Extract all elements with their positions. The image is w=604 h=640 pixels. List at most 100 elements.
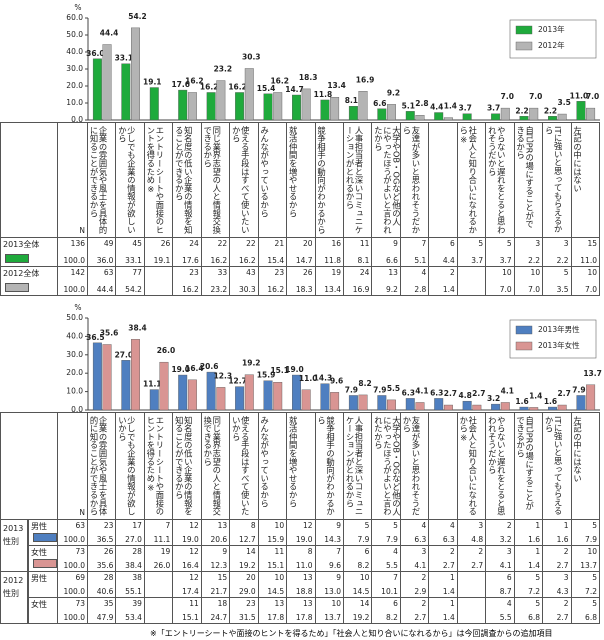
value-label: 13.7 <box>583 369 602 378</box>
count: 7 <box>421 239 427 248</box>
count: 3 <box>563 239 569 248</box>
data-cell: 5 7.2 <box>571 572 600 598</box>
count: 5 <box>478 239 484 248</box>
category-label: エントリーシートや面接のヒントを得るため※ <box>145 416 165 516</box>
value-label: 14.3 <box>314 374 333 383</box>
value-label: 35.6 <box>100 328 119 337</box>
value-label: 1.6 <box>544 397 557 406</box>
bar <box>330 392 340 411</box>
count: 3 <box>421 547 427 556</box>
row-swatch <box>33 559 57 568</box>
data-cell: 5 7.2 <box>514 572 544 598</box>
value-label: 16.2 <box>228 82 247 91</box>
category-header: ITに強いと思ってもらえるから <box>543 412 572 520</box>
data-cell <box>144 267 174 296</box>
data-cell <box>457 267 487 296</box>
data-cell: 12 19.0 <box>173 520 202 546</box>
percent: 14.3 <box>324 535 341 544</box>
percent: 1.4 <box>442 285 455 294</box>
data-cell: 4 2.8 <box>400 267 430 296</box>
count: 13 <box>217 521 228 530</box>
percent: 13.0 <box>324 587 341 596</box>
category-header: 大学やOB・OGなど他の人にやったほうがよいと言われたから <box>372 122 401 238</box>
count: 5 <box>592 573 597 582</box>
data-cell: 26 18.3 <box>287 267 316 296</box>
bar <box>216 387 226 411</box>
value-label: 36.0 <box>86 49 105 58</box>
count: 5 <box>535 599 541 608</box>
value-label: 14.7 <box>285 85 304 94</box>
category-header: 左記の中にはない <box>571 122 600 238</box>
value-label: 23.2 <box>214 65 233 74</box>
row-swatch <box>5 283 29 292</box>
value-label: 16.9 <box>356 75 375 84</box>
category-label: 企業の雰囲気や風土を具体的に知ることができるから <box>89 126 108 234</box>
value-label: 16.2 <box>270 76 289 85</box>
percent: 14.5 <box>267 587 285 596</box>
row-label-cell: 男性 <box>28 572 58 598</box>
value-label: 18.3 <box>299 73 318 82</box>
count: 11 <box>189 599 199 608</box>
data-cell: 2 2.7 <box>543 546 572 572</box>
bar <box>519 406 529 411</box>
data-cell: 9 14.3 <box>315 520 344 546</box>
count: 2 <box>421 599 427 608</box>
value-label: 6.6 <box>373 99 386 108</box>
category-label: 競争相手の動向がわかるから <box>316 416 336 516</box>
percent: 35.6 <box>96 561 114 570</box>
category-header: みんながやっているから <box>258 122 288 238</box>
bar <box>586 107 596 121</box>
percent: 2.2 <box>556 256 569 265</box>
data-cell: 20 14.7 <box>287 238 316 267</box>
data-cell: 12 17.4 <box>173 572 202 598</box>
data-cell: 13 17.8 <box>287 598 316 624</box>
data-cell: 4 5.5 <box>372 546 401 572</box>
data-cell: 5 3.7 <box>486 238 515 267</box>
data-cell: 24 17.6 <box>173 238 202 267</box>
count: 14 <box>359 599 370 608</box>
category-header: 就活仲間を増やせるから <box>287 412 316 520</box>
y-tick-label: 0.0 <box>71 405 83 414</box>
percent: 7.2 <box>528 587 541 596</box>
y-tick-label: 10.0 <box>66 98 83 107</box>
count: 15 <box>217 573 228 582</box>
count: 26 <box>303 268 313 277</box>
data-cell: 12 16.4 <box>173 546 202 572</box>
data-cell: 11 15.1 <box>258 546 288 572</box>
value-label: 15.4 <box>257 84 276 93</box>
data-cell: 18 24.7 <box>201 598 231 624</box>
category-label: 使える手段はすべて使いたいから <box>231 416 251 516</box>
percent: 1.4 <box>528 561 541 570</box>
data-cell: 1 1.4 <box>514 546 544 572</box>
data-cell: 1 1.6 <box>514 520 544 546</box>
data-cell: 2 2.7 <box>429 546 458 572</box>
bar <box>131 339 140 411</box>
percent: 11.1 <box>153 535 171 544</box>
percent: 16.2 <box>267 285 285 294</box>
bar <box>273 382 283 411</box>
value-label: 2.7 <box>558 389 571 398</box>
count: 15 <box>587 239 597 248</box>
percent: 17.4 <box>182 587 199 596</box>
value-label: 17.6 <box>171 80 190 89</box>
bar <box>235 92 245 121</box>
category-header: 同じ業界志望の人と情報交換できるから <box>201 122 231 238</box>
bar <box>557 113 567 121</box>
percent: 100.0 <box>63 535 85 544</box>
count: 16 <box>331 239 341 248</box>
category-label: みんながやっているから <box>259 416 270 508</box>
percent: 36.0 <box>96 256 114 265</box>
value-label: 30.3 <box>242 52 261 61</box>
count: 49 <box>103 239 114 248</box>
percent: 5.1 <box>414 256 427 265</box>
n-cell: 63 100.0 <box>58 520 88 546</box>
category-header: 同じ業界志望の人と情報交換できるから <box>201 412 231 520</box>
bar <box>159 361 169 411</box>
legend-swatch <box>515 341 533 351</box>
percent: 8.1 <box>357 256 370 265</box>
count: 33 <box>217 268 228 277</box>
group-label: 性別 <box>3 537 19 546</box>
legend-label: 2012年 <box>538 40 565 50</box>
bar <box>415 402 425 411</box>
